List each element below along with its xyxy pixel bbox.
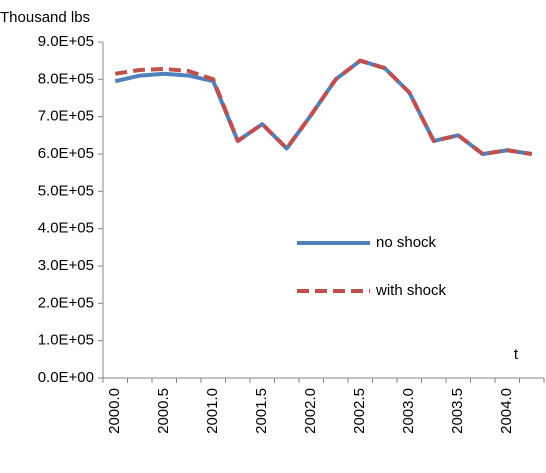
y-tick-label: 3.0E+05 <box>38 257 94 274</box>
x-tick-label: 2001.5 <box>253 388 270 434</box>
x-axis-label: t <box>514 346 519 363</box>
x-tick-label: 2003.0 <box>400 388 417 434</box>
y-tick-label: 5.0E+05 <box>38 182 94 199</box>
y-tick-label: 0.0E+00 <box>38 369 94 386</box>
x-tick-label: 2000.5 <box>155 388 172 434</box>
x-tick-label: 2001.0 <box>204 388 221 434</box>
y-tick-label: 8.0E+05 <box>38 70 94 87</box>
y-tick-label: 1.0E+05 <box>38 332 94 349</box>
x-tick-label: 2003.5 <box>449 388 466 434</box>
series-line <box>114 58 533 156</box>
x-tick-label: 2004.0 <box>498 388 515 434</box>
legend-label: with shock <box>375 282 447 299</box>
x-tick-label: 2002.5 <box>351 388 368 434</box>
y-axis-label: Thousand lbs <box>0 9 90 26</box>
y-tick-label: 6.0E+05 <box>38 145 94 162</box>
y-tick-label: 9.0E+05 <box>38 33 94 50</box>
x-tick-label: 2002.0 <box>302 388 319 434</box>
y-tick-label: 2.0E+05 <box>38 294 94 311</box>
y-tick-label: 4.0E+05 <box>38 220 94 237</box>
series-line <box>114 58 533 156</box>
x-tick-label: 2000.0 <box>106 388 123 434</box>
legend-label: no shock <box>376 234 437 251</box>
y-tick-label: 7.0E+05 <box>38 108 94 125</box>
